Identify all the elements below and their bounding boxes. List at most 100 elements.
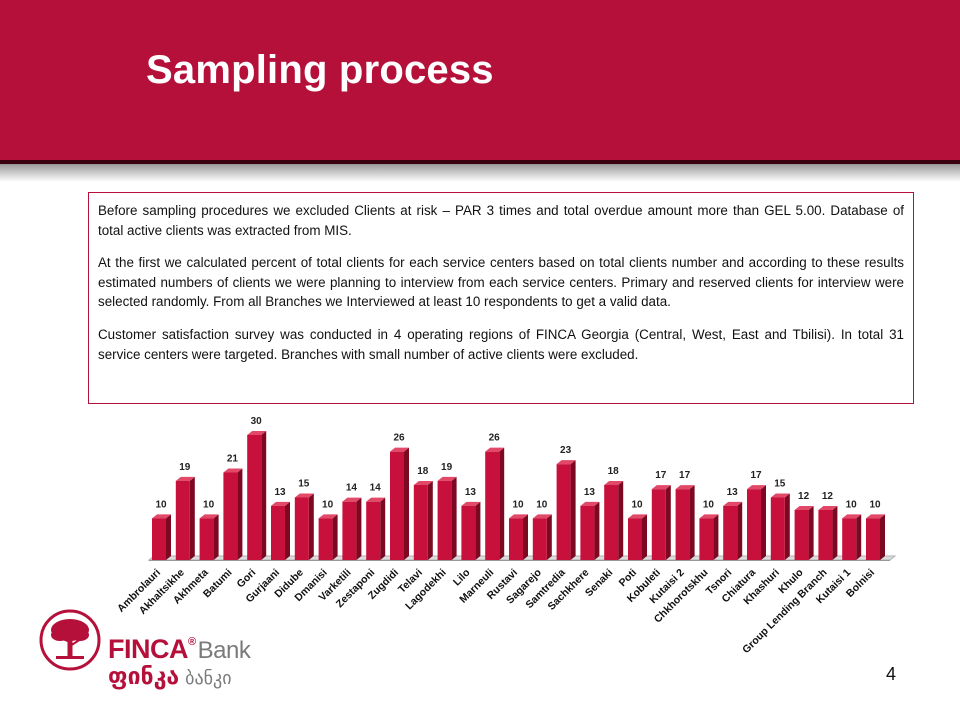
bar-side [166, 514, 171, 560]
value-label: 14 [346, 483, 358, 494]
bar-front [461, 505, 476, 560]
bar-zugdidi [390, 447, 409, 560]
bar-sagarejo [532, 514, 552, 560]
bar-front [485, 451, 500, 560]
bar-zestaponi [366, 497, 386, 560]
header-shadow [0, 164, 960, 182]
bar-top [770, 493, 790, 498]
registered-mark: ® [188, 636, 196, 648]
bar-side [356, 497, 362, 560]
bar-tsnori [723, 501, 743, 560]
bar-group-lending-branch [818, 506, 838, 560]
page-number: 4 [886, 664, 897, 684]
slide-title: Sampling process [146, 48, 494, 92]
bar-side [213, 514, 219, 560]
bar-top [509, 514, 528, 519]
bar-top [199, 514, 219, 519]
bar-top [223, 468, 243, 473]
bar-side [189, 476, 195, 560]
bar-akhmeta [199, 514, 219, 560]
bar-top [747, 485, 766, 490]
value-label: 30 [251, 416, 263, 427]
bar-chkhorotskhu [699, 514, 719, 560]
bar-side [713, 514, 719, 560]
bar-top [342, 497, 362, 502]
bar-front [199, 518, 214, 560]
value-label: 10 [869, 499, 881, 510]
bar-side [665, 485, 671, 560]
bar-top [866, 514, 885, 519]
georgian-wordmark: ფინკა ბანკი [108, 664, 232, 690]
value-label: 13 [465, 487, 477, 498]
value-label: 10 [512, 499, 524, 510]
bar-top [294, 493, 314, 498]
bar-side [761, 485, 766, 560]
bar-sachkhere [580, 501, 600, 560]
value-label: 15 [298, 479, 310, 490]
bank-word: Bank [197, 637, 251, 664]
bar-top [437, 476, 457, 481]
bar-side [332, 514, 338, 560]
bar-top [604, 481, 624, 485]
bar-gori [247, 431, 267, 560]
bar-chiatura [747, 485, 766, 560]
bar-top [556, 460, 576, 465]
bar-bolnisi [866, 514, 885, 560]
bar-top [485, 447, 505, 452]
bar-dmanisi [318, 514, 338, 560]
value-label: 10 [203, 499, 215, 510]
bar-kobuleti [651, 485, 671, 560]
paragraph-exclusion: Before sampling procedures we excluded C… [98, 203, 904, 238]
value-label: 26 [489, 433, 501, 444]
value-label: 12 [822, 491, 834, 502]
bar-side [784, 493, 790, 560]
bar-top [461, 501, 481, 506]
bar-top [366, 497, 386, 502]
bar-front [175, 480, 190, 560]
bar-top [247, 431, 267, 435]
description-box: Before sampling procedures we excluded C… [88, 192, 914, 404]
bar-front [366, 501, 381, 560]
bar-front [723, 505, 738, 560]
bar-front [628, 518, 642, 560]
bar-front [318, 518, 333, 560]
bar-side [261, 431, 267, 560]
value-label: 17 [679, 470, 691, 481]
bar-side [427, 481, 433, 560]
finca-logo: FINCA®Bank ფინკა ბანკი [38, 606, 268, 696]
bar-ambrolauri [152, 514, 171, 560]
bar-side [404, 447, 409, 560]
value-label: 26 [393, 433, 405, 444]
value-label: 19 [441, 462, 453, 473]
value-label: 10 [536, 499, 548, 510]
bar-front [604, 485, 619, 560]
value-label: 12 [798, 491, 810, 502]
bar-front [556, 464, 571, 560]
bar-side [832, 506, 838, 560]
bar-side [618, 481, 624, 560]
bar-kutaisi-1 [842, 514, 862, 560]
bar-side [285, 501, 290, 560]
bar-top [628, 514, 647, 519]
bar-side [546, 514, 552, 560]
bar-front [437, 480, 452, 560]
bar-kutaisi-2 [675, 485, 695, 560]
bar-side [594, 501, 600, 560]
bank-word-georgian: ბანკი [185, 668, 232, 689]
bar-varketili [342, 497, 362, 560]
bar-front [818, 510, 833, 560]
bar-side [308, 493, 314, 560]
bar-front [580, 505, 595, 560]
bar-top [580, 501, 600, 506]
bar-front [342, 501, 357, 560]
bar-top [413, 481, 433, 485]
bar-side [451, 476, 457, 560]
value-label: 19 [179, 462, 191, 473]
bar-side [808, 506, 814, 560]
bar-senaki [604, 481, 624, 560]
chart-value-labels: 10 19 10 21 30 13 15 10 14 14 26 18 19 13 26 10 10 23 13 18… [155, 416, 881, 510]
bar-front [699, 518, 714, 560]
value-label: 13 [274, 487, 286, 498]
value-label: 13 [727, 487, 739, 498]
finca-wordmark: FINCA®Bank [108, 634, 251, 665]
